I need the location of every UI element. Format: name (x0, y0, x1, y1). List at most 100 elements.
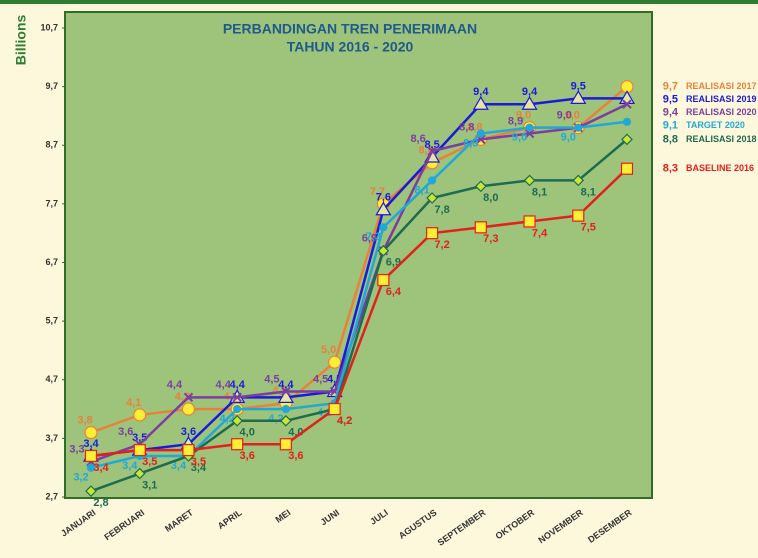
value-label: 7,2 (434, 239, 449, 251)
y-tick-label: 5,7 (45, 316, 58, 326)
value-label: 7,8 (434, 204, 449, 216)
value-label: 4,4 (216, 379, 232, 391)
value-label: 3,4 (122, 460, 138, 472)
value-label: 8,9 (508, 115, 523, 127)
value-label: 8,8 (663, 133, 678, 145)
value-label: 7,5 (581, 222, 596, 234)
marker (232, 392, 242, 403)
x-tick-label: MARET (163, 507, 195, 534)
x-tick-label: FEBRUARI (102, 507, 146, 542)
value-label: 3,6 (288, 450, 303, 462)
marker (183, 392, 194, 403)
y-tick-label: 7,7 (45, 198, 58, 208)
value-label: 7,4 (532, 227, 548, 239)
value-label: 8,3 (663, 163, 678, 175)
value-label: 9,0 (557, 110, 572, 122)
series-line (90, 138, 628, 493)
value-label: 8,6 (410, 133, 425, 145)
y-axis-label: Billions (13, 15, 29, 66)
marker (570, 90, 587, 104)
top-border (0, 0, 758, 4)
value-label: 4,5 (264, 373, 279, 385)
value-label: 3,2 (73, 472, 88, 484)
value-label: 3,1 (142, 479, 157, 491)
marker (84, 449, 98, 463)
x-tick-label: AGUSTUS (397, 507, 439, 540)
marker (622, 117, 632, 126)
marker (426, 192, 438, 204)
value-label: 8,1 (414, 184, 429, 196)
marker (280, 414, 292, 427)
value-label: 3,4 (93, 462, 109, 474)
value-label: 3,5 (191, 456, 206, 468)
marker (474, 180, 487, 193)
marker (328, 355, 342, 369)
marker (525, 123, 534, 132)
marker (281, 386, 291, 397)
value-label: 4,2 (337, 415, 352, 427)
legend-label: TARGET 2020 (686, 120, 745, 130)
value-label: 4,5 (313, 373, 328, 385)
y-tick-label: 2,7 (45, 491, 58, 501)
marker (375, 201, 392, 216)
marker (377, 273, 390, 287)
y-tick-label: 10,7 (40, 22, 58, 32)
value-label: 7,3 (483, 233, 498, 245)
x-tick-label: JANUARI (59, 507, 98, 538)
value-label: 9,0 (561, 132, 576, 144)
value-label: 9,4 (522, 86, 538, 98)
marker (621, 133, 633, 146)
value-label: 4,1 (126, 397, 141, 409)
value-label: 4,2 (337, 415, 352, 427)
value-label: 9,0 (512, 132, 527, 144)
marker (133, 444, 146, 457)
value-label: 9,7 (663, 81, 678, 93)
value-label: 7,6 (376, 192, 391, 204)
value-label: 7,3 (366, 231, 381, 243)
value-label: 3,4 (171, 460, 187, 472)
marker (427, 176, 437, 185)
value-label: 3,6 (118, 426, 133, 438)
y-tick-label: 6,7 (45, 257, 58, 267)
value-label: 3,6 (181, 426, 196, 438)
y-tick-label: 8,7 (45, 140, 58, 150)
value-label: 4,4 (230, 379, 246, 391)
x-tick-label: SEPTEMBER (436, 507, 488, 548)
marker (328, 402, 341, 416)
value-label: 6,4 (386, 286, 402, 298)
value-label: 3,6 (240, 450, 255, 462)
series-line (90, 97, 627, 458)
marker (524, 128, 535, 139)
marker (279, 438, 293, 451)
legend-label: REALISASI 2018 (686, 134, 757, 144)
value-label: 4,2 (220, 413, 235, 425)
marker (472, 96, 489, 110)
marker (523, 174, 536, 187)
legend-label: REALISASI 2019 (686, 94, 757, 104)
series-line (90, 103, 628, 464)
value-label: 3,4 (83, 438, 99, 450)
marker (231, 438, 244, 451)
series-line (90, 120, 628, 469)
marker (379, 223, 388, 232)
chart-subtitle: TAHUN 2016 - 2020 (287, 39, 414, 55)
value-label: 9,5 (571, 80, 586, 92)
value-label: 3,8 (77, 414, 92, 426)
plot-area (64, 11, 653, 499)
marker (474, 221, 487, 234)
marker (86, 463, 96, 472)
marker (574, 123, 583, 132)
marker (622, 99, 632, 109)
value-label: 8,1 (581, 186, 596, 198)
marker (377, 244, 390, 257)
x-tick-label: DESEMBER (586, 507, 634, 545)
value-label: 4,2 (268, 413, 283, 425)
marker (233, 404, 242, 414)
value-label: 8,1 (532, 186, 547, 198)
x-tick-label: MEI (274, 507, 293, 524)
marker (84, 425, 98, 440)
value-label: 8,8 (459, 121, 474, 133)
value-label: 3,4 (191, 462, 207, 474)
marker (523, 215, 536, 228)
legend-label: BASELINE 2016 (686, 163, 754, 173)
